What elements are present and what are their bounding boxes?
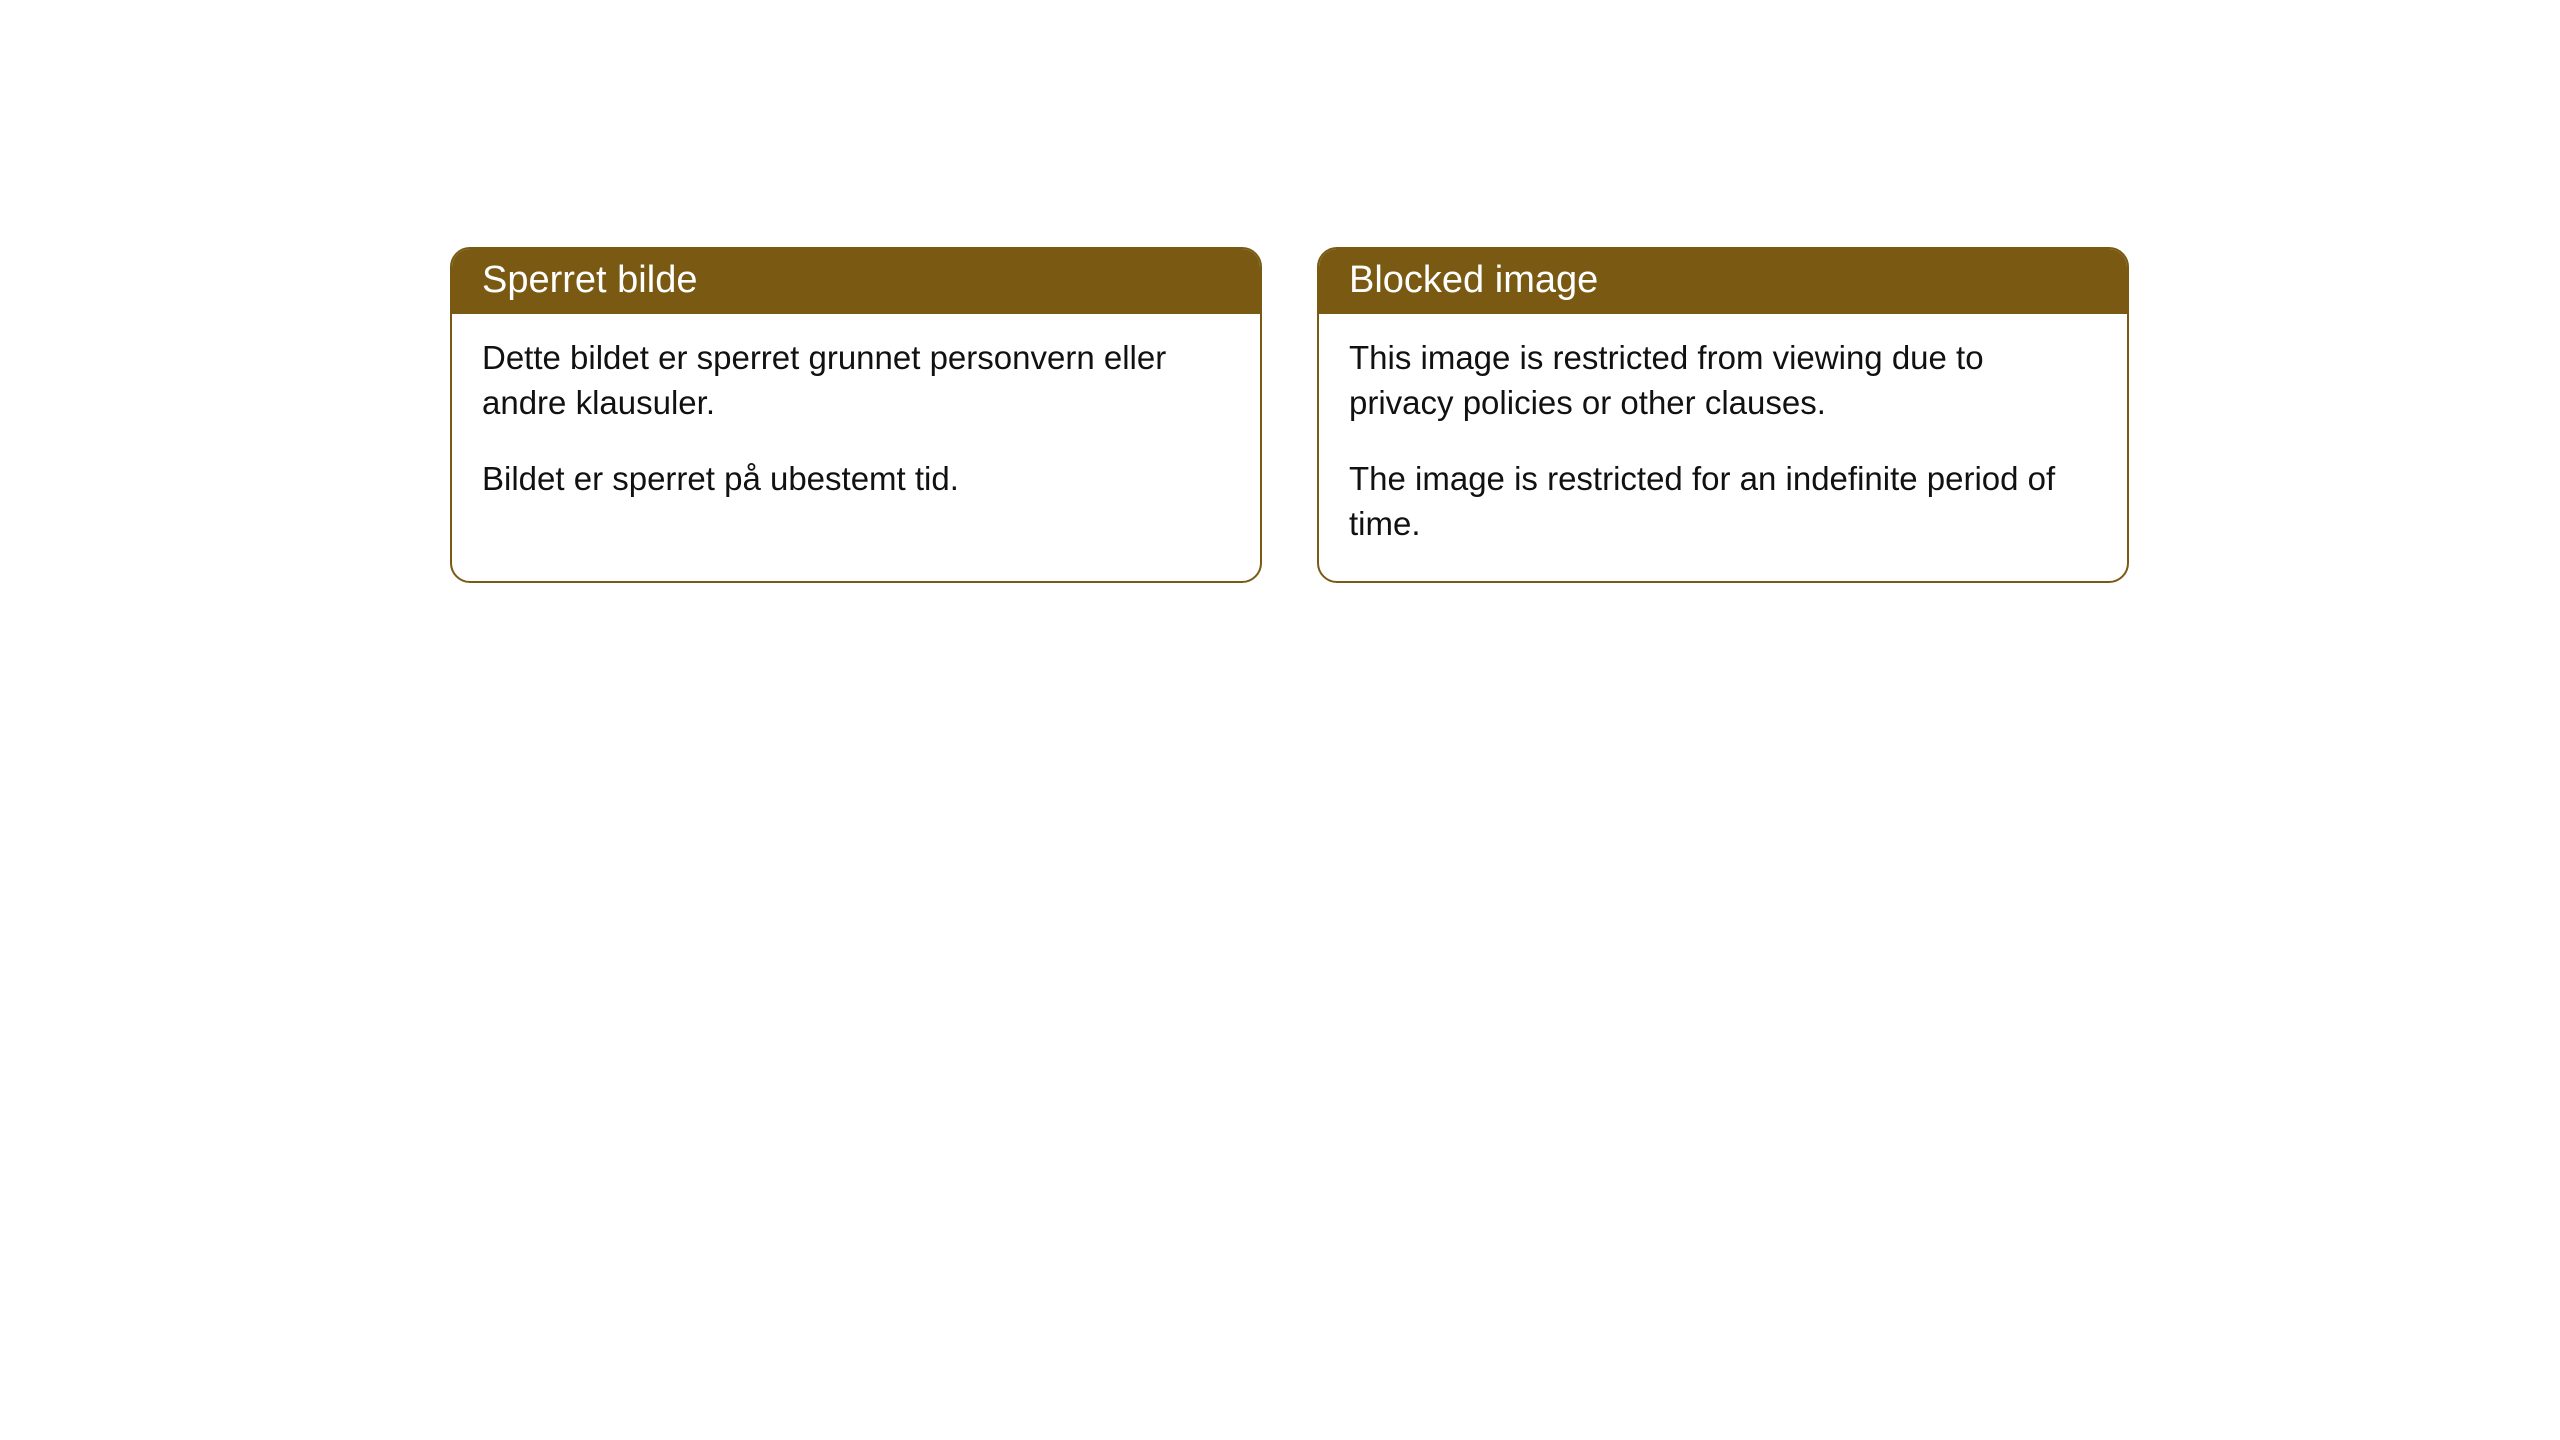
notice-card-norwegian: Sperret bilde Dette bildet er sperret gr… — [450, 247, 1262, 583]
card-paragraph: This image is restricted from viewing du… — [1349, 336, 2097, 425]
card-paragraph: The image is restricted for an indefinit… — [1349, 457, 2097, 546]
card-body: This image is restricted from viewing du… — [1319, 314, 2127, 581]
notice-cards-container: Sperret bilde Dette bildet er sperret gr… — [450, 247, 2129, 583]
card-title: Blocked image — [1349, 259, 1598, 301]
card-header: Sperret bilde — [452, 249, 1260, 314]
card-title: Sperret bilde — [482, 259, 697, 301]
card-paragraph: Bildet er sperret på ubestemt tid. — [482, 457, 1230, 502]
card-header: Blocked image — [1319, 249, 2127, 314]
card-paragraph: Dette bildet er sperret grunnet personve… — [482, 336, 1230, 425]
notice-card-english: Blocked image This image is restricted f… — [1317, 247, 2129, 583]
card-body: Dette bildet er sperret grunnet personve… — [452, 314, 1260, 537]
